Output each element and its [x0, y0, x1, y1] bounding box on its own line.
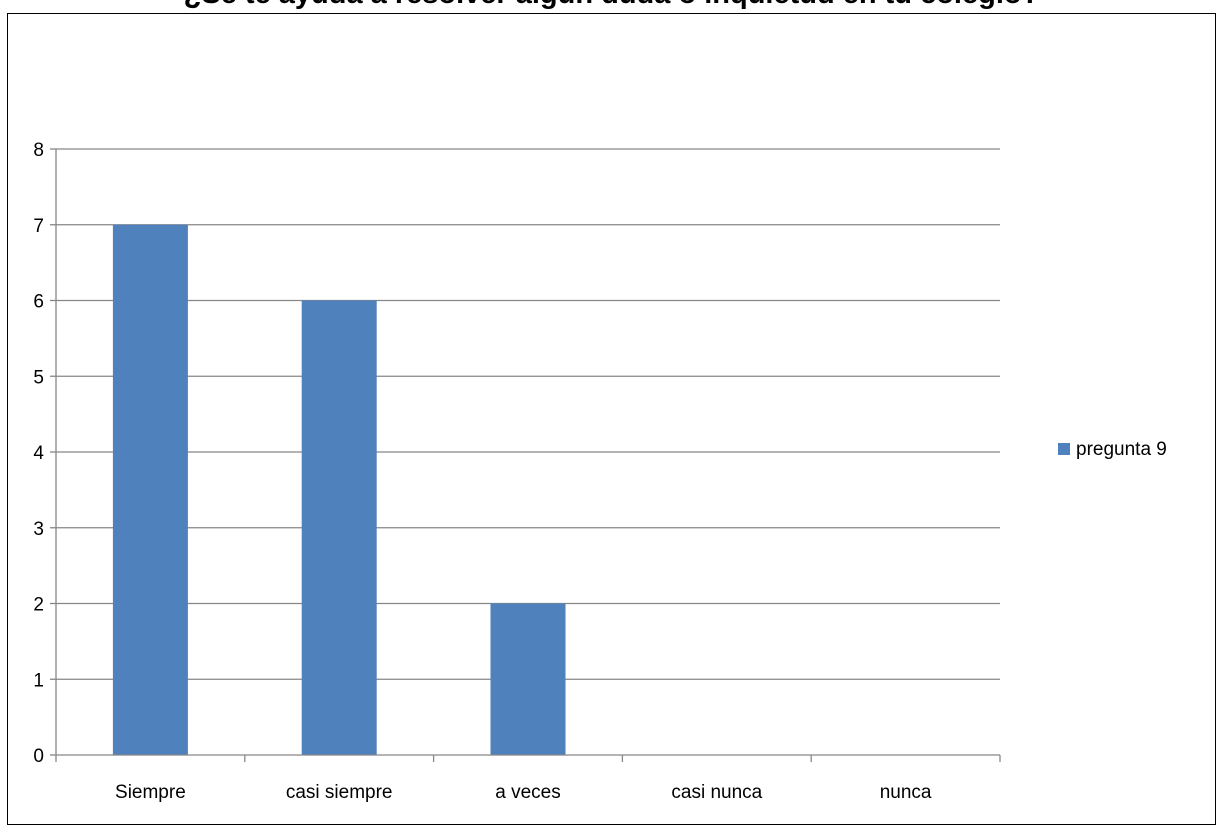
y-tick-label: 2 — [33, 595, 44, 616]
x-tick-label: a veces — [495, 782, 560, 803]
gridlines — [56, 148, 1000, 680]
chart-title: ¿Se te ayuda a resolver algún duda o inq… — [0, 0, 1223, 11]
x-axis-ticks: Siempre casi siempre a veces casi nunca nunc… — [55, 755, 1001, 803]
y-tick-label: 8 — [33, 140, 44, 161]
legend-label: pregunta 9 — [1076, 439, 1167, 460]
x-tick-label: casi nunca — [671, 782, 762, 803]
y-tick-label: 0 — [33, 746, 44, 767]
y-tick-label: 3 — [33, 519, 44, 540]
bar-siempre — [112, 224, 188, 755]
y-tick-label: 5 — [33, 367, 44, 388]
legend: pregunta 9 — [1058, 439, 1167, 460]
legend-swatch — [1058, 443, 1070, 455]
y-tick-label: 1 — [33, 670, 44, 691]
y-tick-label: 7 — [33, 216, 44, 237]
y-tick-label: 4 — [33, 443, 44, 464]
bar-a-veces — [490, 603, 566, 755]
y-tick-label: 6 — [33, 292, 44, 313]
x-tick-label: Siempre — [115, 782, 186, 803]
y-axis-ticks: 0 1 2 3 4 5 6 7 8 — [33, 140, 56, 767]
x-tick-label: casi siempre — [286, 782, 393, 803]
x-tick-label: nunca — [880, 782, 932, 803]
chart-frame — [7, 13, 1216, 825]
bars — [112, 224, 566, 755]
bar-casi-siempre — [301, 300, 377, 755]
